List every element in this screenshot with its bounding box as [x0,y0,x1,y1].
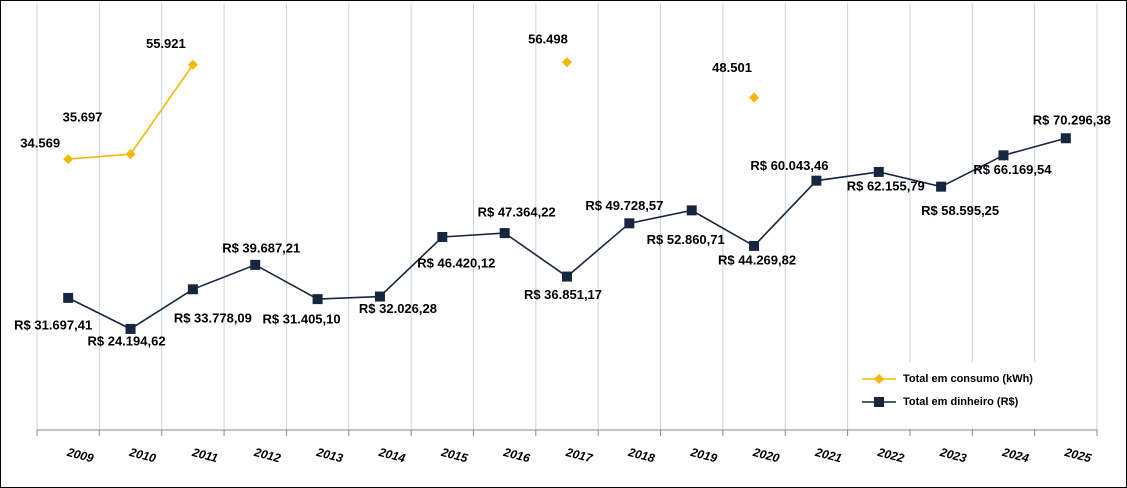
data-label: R$ 31.697,41 [14,317,92,332]
grid [36,3,1098,436]
legend-label: Total em dinheiro (R$) [903,396,1019,408]
data-label: R$ 36.851,17 [524,287,602,302]
marker [624,218,635,229]
marker [998,150,1009,161]
marker [811,175,822,186]
data-label: R$ 70.296,38 [1033,113,1111,128]
marker [63,154,74,165]
marker [125,149,136,160]
marker [749,240,760,251]
legend-marker [874,374,884,384]
data-label: R$ 24.194,62 [87,333,165,348]
data-label: 34.569 [20,136,60,151]
data-label: R$ 52.860,71 [647,232,725,247]
marker [873,166,884,177]
marker [125,323,136,334]
legend-marker [874,397,884,407]
data-label: R$ 47.364,22 [478,205,556,220]
data-label: 48.501 [712,60,752,75]
data-label: R$ 62.155,79 [847,178,925,193]
marker [63,292,74,303]
marker [1060,133,1071,144]
marker [562,271,572,282]
marker [250,259,261,270]
marker [374,291,385,302]
marker [499,228,510,239]
legend-box [850,362,1096,428]
data-label: R$ 46.420,12 [417,255,495,270]
data-label: 55.921 [146,36,186,51]
data-label: 35.697 [63,110,103,125]
data-label: R$ 66.169,54 [973,162,1052,177]
data-label: R$ 33.778,09 [174,311,252,326]
data-label: R$ 39.687,21 [222,240,300,255]
legend: Total em consumo (kWh) Total em dinheiro … [850,362,1096,428]
x-tick-label: 2011 [190,445,220,466]
data-label: R$ 31.405,10 [263,312,341,327]
marker [686,205,697,216]
marker [437,232,448,243]
marker [187,284,198,295]
data-label: 56.498 [528,32,568,47]
data-label: R$ 44.269,82 [718,252,796,267]
marker [312,294,323,305]
marker [749,92,760,103]
data-label: R$ 60.043,46 [750,158,828,173]
marker [187,59,198,70]
legend-label: Total em consumo (kWh) [903,373,1033,385]
data-label: R$ 58.595,25 [921,203,999,218]
marker [936,181,947,192]
data-label: R$ 32.026,28 [359,301,437,316]
marker [562,57,572,68]
data-label: R$ 49.728,57 [585,198,663,213]
